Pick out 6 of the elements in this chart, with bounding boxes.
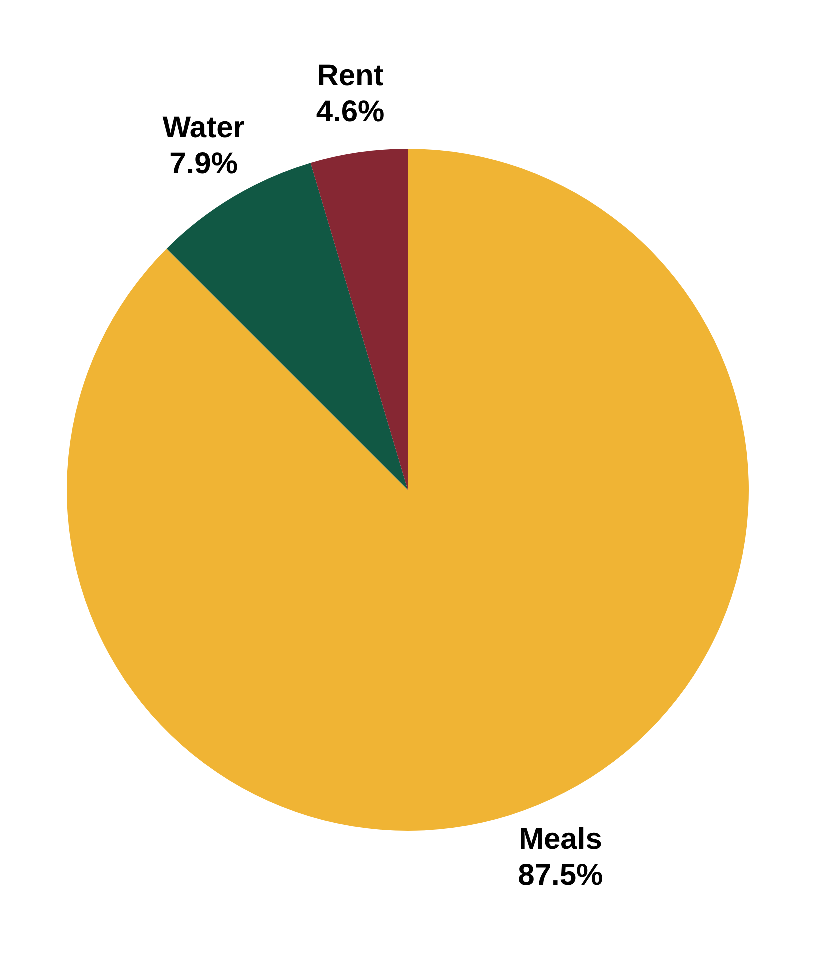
data-label: 87.5% — [518, 858, 604, 892]
data-label: 7.9% — [170, 147, 238, 180]
slice-label: Meals — [518, 822, 602, 856]
slice-label: Water — [162, 111, 246, 144]
data-label: 4.6% — [316, 95, 385, 128]
slice-label: Rent — [317, 59, 384, 92]
